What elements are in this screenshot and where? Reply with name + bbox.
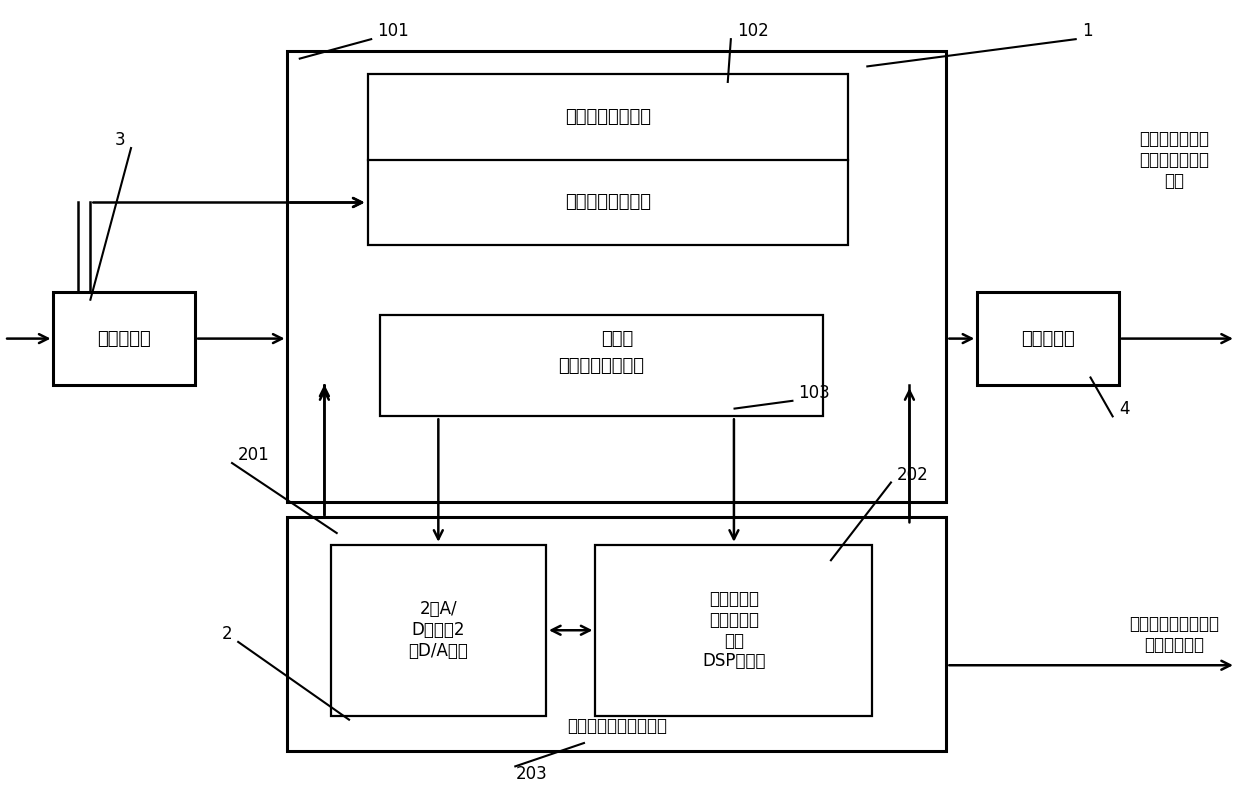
Bar (331, 544, 546, 716)
Text: 第二机械施压触手: 第二机械施压触手 (564, 193, 651, 211)
Text: 203: 203 (516, 765, 547, 783)
Text: 202: 202 (897, 466, 929, 484)
Bar (977, 292, 1118, 385)
Text: 102: 102 (737, 22, 769, 40)
Text: 101: 101 (377, 22, 409, 40)
Text: 信号处理控制装置单元: 信号处理控制装置单元 (567, 717, 667, 735)
Bar (379, 316, 823, 417)
Bar (288, 518, 946, 751)
Text: 声信号特征
提取、分析
识别
DSP处理器: 声信号特征 提取、分析 识别 DSP处理器 (702, 590, 765, 671)
Text: 装有液体饮料的
软包装袋（盒）
输出: 装有液体饮料的 软包装袋（盒） 输出 (1140, 130, 1209, 189)
Text: 隔声罩入口: 隔声罩入口 (98, 330, 151, 348)
Text: 隔声罩出口: 隔声罩出口 (1021, 330, 1075, 348)
Text: 3: 3 (114, 131, 125, 149)
Bar (53, 292, 195, 385)
Text: 4: 4 (1118, 399, 1130, 417)
Text: 隔声罩: 隔声罩 (601, 330, 634, 348)
Text: 2组A/
D转换、2
组D/A转换: 2组A/ D转换、2 组D/A转换 (408, 600, 469, 660)
Text: 向下一道工序发出剔
除或通过信号: 向下一道工序发出剔 除或通过信号 (1130, 615, 1219, 653)
Text: 1: 1 (1081, 22, 1092, 40)
Text: 201: 201 (238, 447, 270, 464)
Text: 103: 103 (799, 384, 831, 402)
Bar (288, 50, 946, 502)
Text: 2: 2 (222, 625, 232, 643)
Text: 多个高精度麦克风: 多个高精度麦克风 (558, 357, 645, 375)
Text: 第一机械施压触手: 第一机械施压触手 (564, 108, 651, 126)
Bar (367, 74, 848, 245)
Bar (595, 544, 873, 716)
